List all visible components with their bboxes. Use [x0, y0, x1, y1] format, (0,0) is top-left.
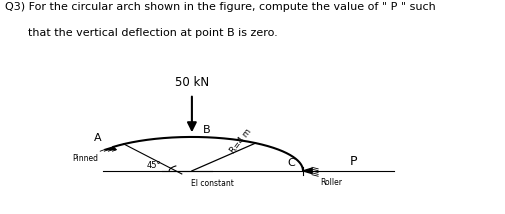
Text: C: C [288, 158, 295, 168]
Text: R=4 m: R=4 m [229, 127, 254, 155]
Text: P: P [350, 155, 357, 168]
Text: that the vertical deflection at point B is zero.: that the vertical deflection at point B … [28, 28, 278, 38]
Polygon shape [303, 168, 312, 174]
Text: EI constant: EI constant [191, 179, 233, 188]
Text: 45°: 45° [147, 161, 161, 170]
Text: A: A [94, 133, 102, 143]
Text: B: B [203, 125, 211, 135]
Text: 50 kN: 50 kN [175, 76, 209, 89]
Text: Pinned: Pinned [73, 154, 98, 163]
Text: Q3) For the circular arch shown in the figure, compute the value of " P " such: Q3) For the circular arch shown in the f… [5, 2, 436, 12]
Text: Roller: Roller [320, 178, 342, 187]
Polygon shape [104, 147, 116, 150]
